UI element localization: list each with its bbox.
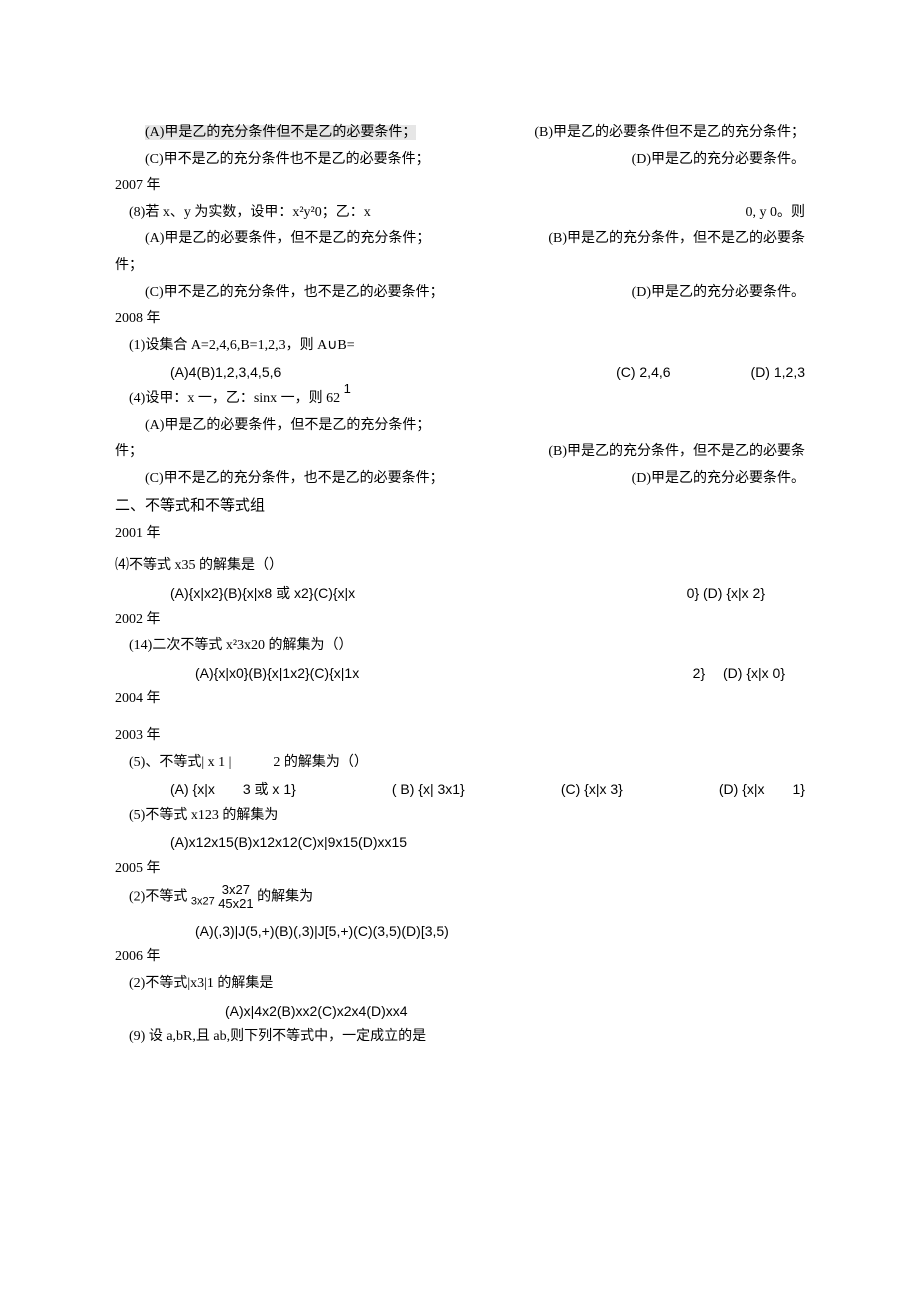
- q2001-4-abc: (A){x|x2}(B){x|x8 或 x2}(C){x|x: [115, 580, 355, 607]
- q8-opt-b: (B)甲是乙的充分条件，但不是乙的必要条: [548, 226, 805, 253]
- q1-opt-ab: (A)4(B)1,2,3,4,5,6: [115, 359, 281, 386]
- q2006-2-opts: (A)x|4x2(B)xx2(C)x2x4(D)xx4: [115, 998, 805, 1025]
- q8-stem-r: 0, y 0。则: [746, 200, 806, 227]
- q4-opt-b: (B)甲是乙的充分条件，但不是乙的必要条: [548, 439, 805, 466]
- q1-opt-d: (D) 1,2,3: [751, 359, 805, 386]
- q8-opt-d: (D)甲是乙的充分必要条件。: [632, 280, 805, 307]
- q2003-5-c: (C) {x|x 3}: [561, 776, 623, 803]
- year-2004: 2004 年: [115, 686, 805, 713]
- year-2007: 2007 年: [115, 173, 805, 200]
- q4-cont: 件；: [115, 439, 143, 466]
- q2005-2-stem: (2)不等式 3x27 3x2745x21 的解集为: [115, 883, 805, 912]
- q2006-9-stem: (9) 设 a,bR,且 ab,则下列不等式中，一定成立的是: [115, 1024, 805, 1051]
- q8-opt-a: (A)甲是乙的必要条件，但不是乙的充分条件；: [115, 226, 430, 253]
- q2003-5-d: (D) {x|x 1}: [719, 776, 805, 803]
- q4-opt-a: (A)甲是乙的必要条件，但不是乙的充分条件；: [115, 413, 805, 440]
- year-2008: 2008 年: [115, 306, 805, 333]
- q2003-5-b: ( B) {x| 3x1}: [392, 776, 465, 803]
- q2001-4-stem: ⑷不等式 x35 的解集是（）: [115, 553, 805, 580]
- q1-stem: (1)设集合 A=2,4,6,B=1,2,3，则 A∪B=: [115, 333, 805, 360]
- q5b-opts: (A)x12x15(B)x12x12(C)x|9x15(D)xx15: [115, 829, 805, 856]
- q4-opt-c: (C)甲不是乙的充分条件，也不是乙的必要条件；: [115, 466, 444, 493]
- year-2003: 2003 年: [115, 723, 805, 750]
- q4-stem: (4)设甲：x 一，乙：sinx 一，则 62 1: [115, 386, 805, 413]
- year-2001: 2001 年: [115, 521, 805, 548]
- opt-a-1: (A)甲是乙的充分条件但不是乙的必要条件；: [145, 125, 416, 140]
- opt-c-1: (C)甲不是乙的充分条件也不是乙的必要条件；: [115, 147, 430, 174]
- opt-b-1: (B)甲是乙的必要条件但不是乙的充分条件；: [534, 120, 805, 147]
- q5b-stem: (5)不等式 x123 的解集为: [115, 803, 805, 830]
- q1-opt-c: (C) 2,4,6: [616, 359, 670, 386]
- q4-opt-d: (D)甲是乙的充分必要条件。: [632, 466, 805, 493]
- year-2006: 2006 年: [115, 944, 805, 971]
- q2001-4-tail: 0} (D) {x|x 2}: [687, 580, 805, 607]
- q2002-14-stem: (14)二次不等式 x²3x20 的解集为（）: [115, 633, 805, 660]
- opt-d-1: (D)甲是乙的充分必要条件。: [632, 147, 805, 174]
- q2003-5-a: (A) {x|x 3 或 x 1}: [115, 776, 296, 803]
- year-2005: 2005 年: [115, 856, 805, 883]
- section-2-title: 二、不等式和不等式组: [115, 492, 265, 521]
- year-2002: 2002 年: [115, 607, 805, 634]
- q8-stem-l: (8)若 x、y 为实数，设甲：x²y²0；乙：x: [115, 200, 371, 227]
- q2003-5-stem: (5)、不等式| x 1 | 2 的解集为（）: [115, 750, 805, 777]
- q2002-14-tail: 2} (D) {x|x 0}: [693, 660, 805, 687]
- q2002-14-abc: (A){x|x0}(B){x|1x2}(C){x|1x: [115, 660, 359, 687]
- q8-opt-c: (C)甲不是乙的充分条件，也不是乙的必要条件；: [115, 280, 444, 307]
- q8-cont: 件；: [115, 253, 805, 280]
- q2006-2-stem: (2)不等式|x3|1 的解集是: [115, 971, 805, 998]
- q2005-2-opts: (A)(,3)|J(5,+)(B)(,3)|J[5,+)(C)(3,5)(D)[…: [115, 918, 805, 945]
